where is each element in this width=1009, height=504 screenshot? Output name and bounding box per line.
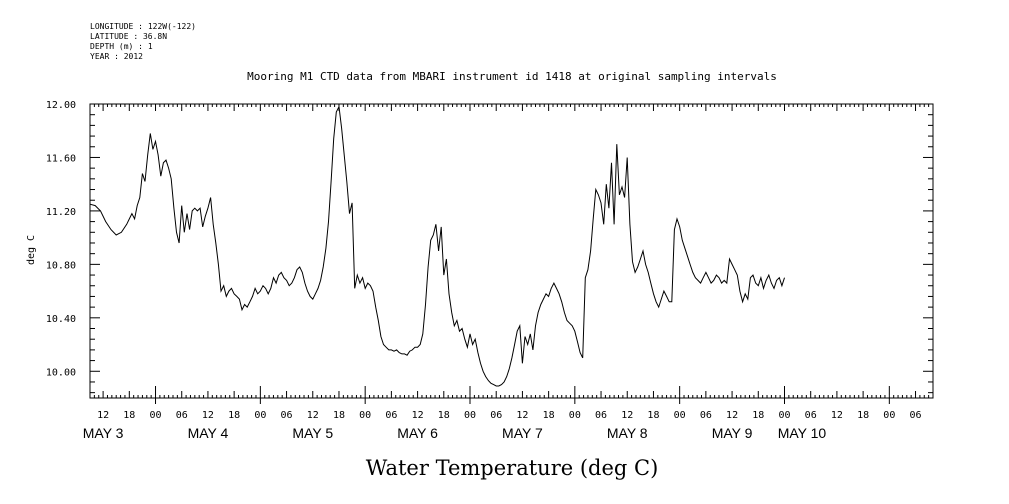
y-tick-label: 10.00 xyxy=(46,367,76,378)
x-axis-label: Water Temperature (deg C) xyxy=(366,456,659,480)
x-hour-label: 06 xyxy=(176,410,188,421)
x-hour-label: 00 xyxy=(778,410,790,421)
y-axis-label: deg C xyxy=(26,235,37,265)
meta-year: YEAR : 2012 xyxy=(90,52,143,61)
meta-depth: DEPTH (m) : 1 xyxy=(90,42,153,51)
meta-longitude: LONGITUDE : 122W(-122) xyxy=(90,22,196,31)
x-hour-label: 12 xyxy=(831,410,843,421)
y-tick-label: 11.20 xyxy=(46,207,76,218)
x-hour-label: 12 xyxy=(97,410,109,421)
x-day-label: MAY 6 xyxy=(397,425,438,441)
y-tick-label: 10.40 xyxy=(46,314,76,325)
x-hour-label: 06 xyxy=(595,410,607,421)
x-hour-label: 00 xyxy=(464,410,476,421)
meta-latitude: LATITUDE : 36.8N xyxy=(90,32,168,41)
x-hour-label: 00 xyxy=(149,410,161,421)
x-hour-label: 18 xyxy=(857,410,869,421)
x-hour-label: 18 xyxy=(438,410,450,421)
metadata-block: LONGITUDE : 122W(-122) LATITUDE : 36.8N … xyxy=(90,22,196,62)
series-line-water-temperature xyxy=(89,105,785,387)
x-hour-label: 00 xyxy=(569,410,581,421)
x-hour-label: 18 xyxy=(543,410,555,421)
x-hour-label: 12 xyxy=(412,410,424,421)
axes-layer: 10.00 10.40 10.80 11.20 11.60 12.00 12 18 00 06 12… xyxy=(46,100,934,441)
x-hour-label: 06 xyxy=(281,410,293,421)
plot-frame xyxy=(89,103,934,399)
x-hour-label: 12 xyxy=(516,410,528,421)
x-day-label: MAY 9 xyxy=(712,425,753,441)
x-hour-label: 12 xyxy=(202,410,214,421)
x-day-label: MAY 10 xyxy=(778,425,827,441)
x-hour-label: 00 xyxy=(883,410,895,421)
x-hour-label: 06 xyxy=(490,410,502,421)
y-tick-label: 11.60 xyxy=(46,153,76,164)
x-day-label: MAY 8 xyxy=(607,425,648,441)
x-hour-label: 06 xyxy=(910,410,922,421)
x-day-label: MAY 7 xyxy=(502,425,543,441)
x-hour-label: 18 xyxy=(752,410,764,421)
x-hour-label: 06 xyxy=(805,410,817,421)
x-hour-label: 00 xyxy=(359,410,371,421)
x-hour-label: 00 xyxy=(674,410,686,421)
x-hour-label: 06 xyxy=(700,410,712,421)
x-hour-label: 12 xyxy=(307,410,319,421)
x-day-label: MAY 4 xyxy=(188,425,229,441)
x-day-label: MAY 3 xyxy=(83,425,124,441)
x-hour-label: 12 xyxy=(621,410,633,421)
x-hour-label: 18 xyxy=(228,410,240,421)
x-hour-label: 06 xyxy=(385,410,397,421)
x-hour-label: 18 xyxy=(123,410,135,421)
x-hour-label: 18 xyxy=(647,410,659,421)
y-tick-label: 10.80 xyxy=(46,260,76,271)
y-tick-label: 12.00 xyxy=(46,100,76,111)
x-hour-label: 00 xyxy=(254,410,266,421)
chart-title: Mooring M1 CTD data from MBARI instrumen… xyxy=(247,70,777,83)
x-day-label: MAY 5 xyxy=(292,425,333,441)
x-hour-label: 12 xyxy=(726,410,738,421)
series-layer xyxy=(89,105,785,387)
x-hour-label: 18 xyxy=(333,410,345,421)
